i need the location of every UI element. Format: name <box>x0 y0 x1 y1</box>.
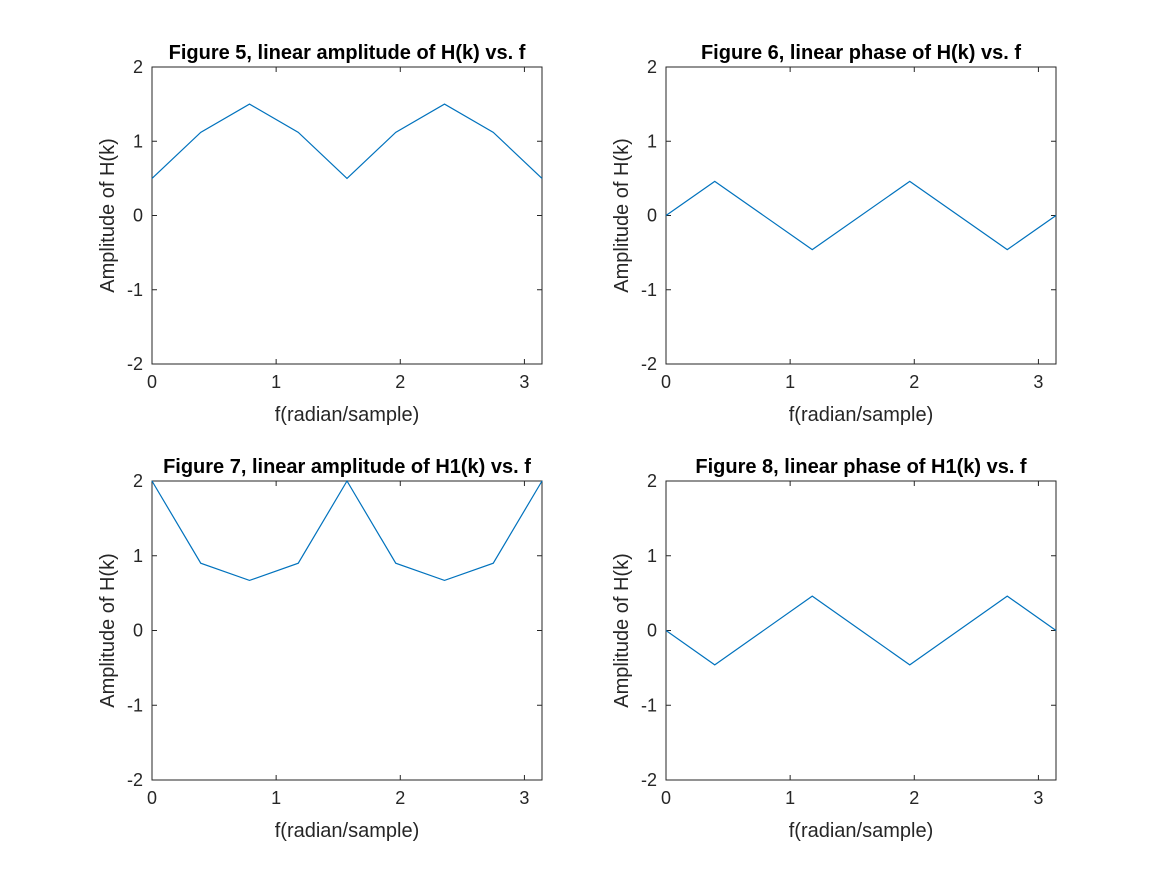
x-tick-label: 3 <box>519 372 529 392</box>
x-tick-label: 1 <box>785 372 795 392</box>
x-axis-label: f(radian/sample) <box>275 404 420 426</box>
y-tick-label: 0 <box>133 206 143 226</box>
series-line <box>152 104 542 178</box>
y-tick-label: -2 <box>641 770 657 790</box>
x-tick-label: 0 <box>147 372 157 392</box>
series-line <box>666 181 1056 249</box>
x-tick-label: 0 <box>661 788 671 808</box>
subplot-figure-6: 0 1 2 3 -2 -1 0 1 2 Figure 6, linear phase of H(k… <box>611 42 1056 426</box>
x-tick-label: 0 <box>147 788 157 808</box>
chart-title: Figure 7, linear amplitude of H1(k) vs. … <box>163 456 531 478</box>
x-tick-label: 1 <box>785 788 795 808</box>
y-tick-label: 2 <box>647 57 657 77</box>
y-tick-label: -2 <box>127 770 143 790</box>
y-tick-label: -1 <box>641 280 657 300</box>
subplot-figure-7: 0 1 2 3 -2 -1 0 1 2 Figure 7, linear amplitude of… <box>97 456 542 842</box>
x-tick-label: 0 <box>661 372 671 392</box>
y-tick-label: 0 <box>133 621 143 641</box>
chart-title: Figure 8, linear phase of H1(k) vs. f <box>695 456 1027 478</box>
x-tick-label: 3 <box>1033 788 1043 808</box>
y-tick-label: -2 <box>127 354 143 374</box>
subplot-figure-8: 0 1 2 3 -2 -1 0 1 2 Figure 8, linear phase of H1(… <box>611 456 1056 842</box>
y-axis-label: Amplitude of H(k) <box>97 138 119 293</box>
y-tick-label: 1 <box>647 131 657 151</box>
axes-box <box>152 67 542 364</box>
x-tick-label: 2 <box>909 788 919 808</box>
x-tick-label: 1 <box>271 788 281 808</box>
x-tick-label: 3 <box>1033 372 1043 392</box>
y-axis-label: Amplitude of H(k) <box>611 138 633 293</box>
axes-box <box>152 481 542 780</box>
chart-title: Figure 5, linear amplitude of H(k) vs. f <box>169 42 526 64</box>
x-tick-label: 2 <box>395 788 405 808</box>
chart-title: Figure 6, linear phase of H(k) vs. f <box>701 42 1021 64</box>
y-tick-label: 1 <box>647 546 657 566</box>
series-line <box>152 481 542 580</box>
y-axis-label: Amplitude of H(k) <box>611 553 633 708</box>
y-axis-label: Amplitude of H(k) <box>97 553 119 708</box>
y-tick-label: -2 <box>641 354 657 374</box>
x-axis-label: f(radian/sample) <box>789 820 934 842</box>
x-tick-label: 2 <box>909 372 919 392</box>
y-tick-label: 2 <box>133 471 143 491</box>
x-axis-label: f(radian/sample) <box>275 820 420 842</box>
x-tick-label: 2 <box>395 372 405 392</box>
y-tick-label: 2 <box>647 471 657 491</box>
x-tick-label: 3 <box>519 788 529 808</box>
y-tick-label: 2 <box>133 57 143 77</box>
y-tick-label: 1 <box>133 131 143 151</box>
y-tick-label: -1 <box>127 280 143 300</box>
subplot-figure-5: 0 1 2 3 -2 -1 0 1 2 Figure 5, linear amplitude of… <box>97 42 542 426</box>
x-axis-label: f(radian/sample) <box>789 404 934 426</box>
y-tick-label: 0 <box>647 621 657 641</box>
y-tick-label: -1 <box>641 695 657 715</box>
series-line <box>666 596 1056 665</box>
x-tick-label: 1 <box>271 372 281 392</box>
y-tick-label: -1 <box>127 695 143 715</box>
y-tick-label: 1 <box>133 546 143 566</box>
y-tick-label: 0 <box>647 206 657 226</box>
